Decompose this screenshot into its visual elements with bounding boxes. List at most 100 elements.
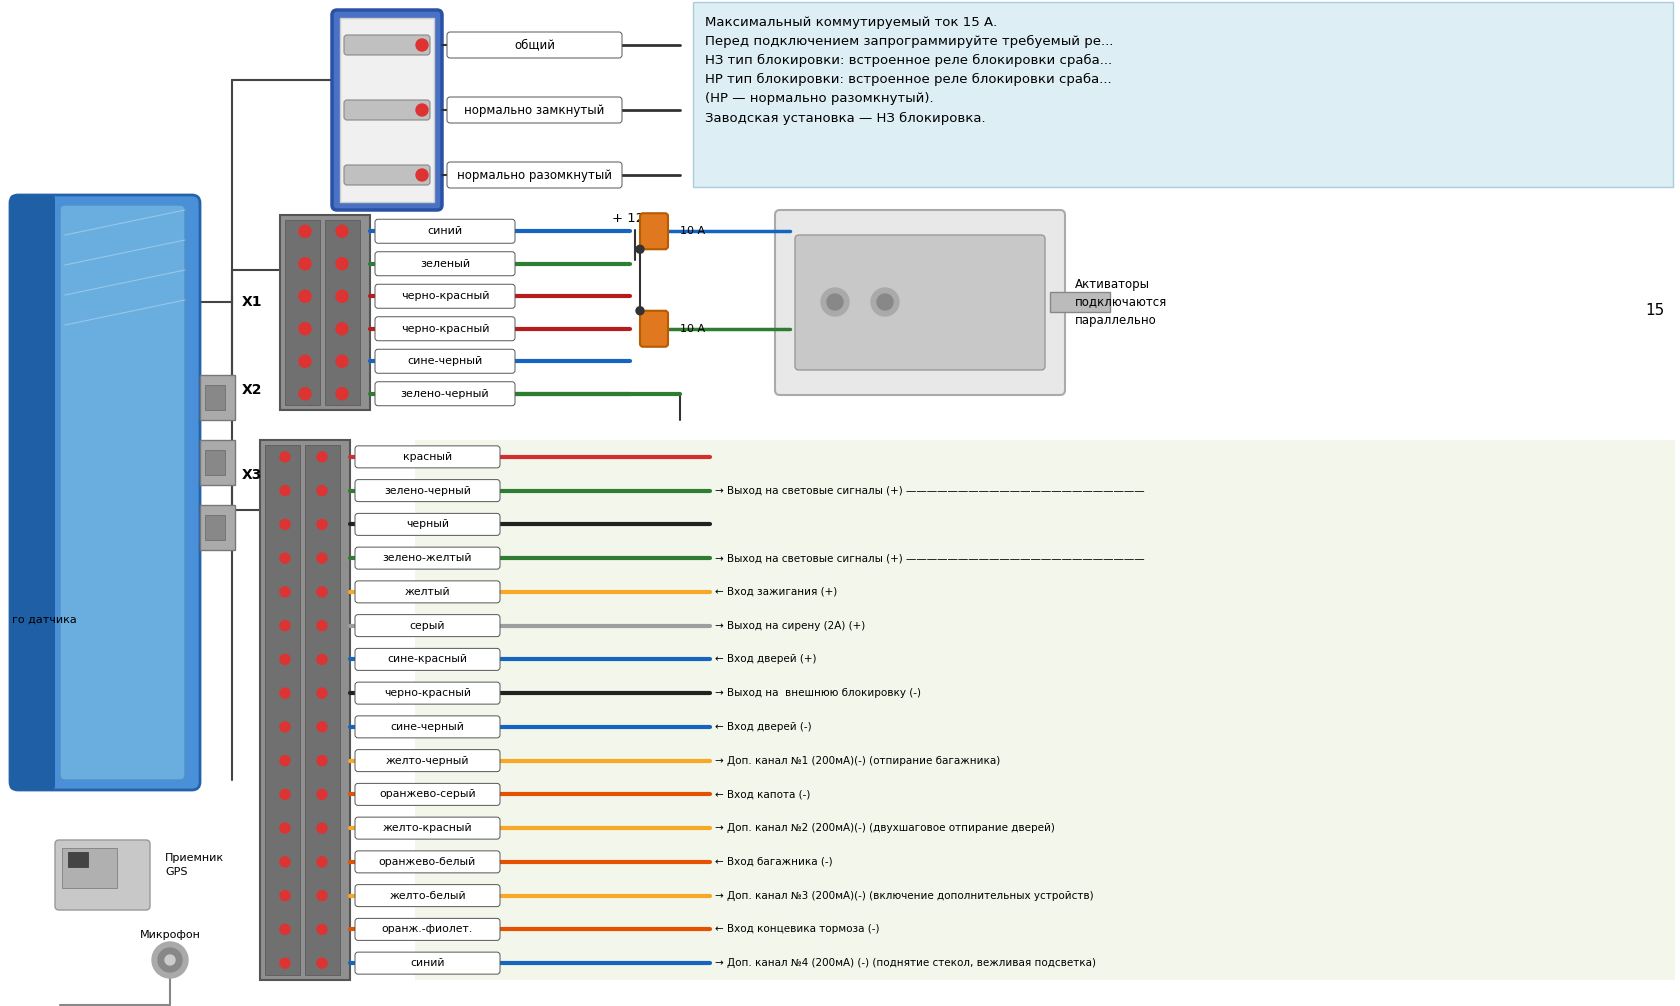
Text: синий: синий [427,226,462,236]
Text: 10 А: 10 А [680,226,704,236]
Text: зелено-желтый: зелено-желтый [383,553,472,563]
Circle shape [281,452,291,462]
Circle shape [336,225,348,237]
Text: оранжево-белый: оранжево-белый [378,857,475,867]
Circle shape [281,688,291,698]
FancyBboxPatch shape [354,784,499,806]
FancyBboxPatch shape [354,851,499,873]
FancyBboxPatch shape [375,219,514,243]
Circle shape [281,553,291,563]
Circle shape [299,355,311,367]
Text: X2: X2 [242,383,262,397]
FancyBboxPatch shape [375,252,514,276]
FancyBboxPatch shape [344,35,430,55]
Circle shape [336,258,348,270]
FancyBboxPatch shape [354,480,499,502]
Text: зеленый: зеленый [420,259,470,269]
Text: → Выход на световые сигналы (+) ———————————————————————: → Выход на световые сигналы (+) ————————… [714,553,1144,563]
Text: → Доп. канал №4 (200мА) (-) (поднятие стекол, вежливая подсветка): → Доп. канал №4 (200мА) (-) (поднятие ст… [714,958,1095,968]
Text: желто-белый: желто-белый [390,890,465,900]
FancyBboxPatch shape [344,165,430,185]
Circle shape [415,104,428,116]
Circle shape [827,294,842,310]
FancyBboxPatch shape [286,220,319,405]
FancyBboxPatch shape [640,311,667,347]
Text: X3: X3 [242,468,262,482]
FancyBboxPatch shape [354,682,499,704]
FancyBboxPatch shape [324,220,360,405]
FancyBboxPatch shape [10,195,200,790]
FancyBboxPatch shape [375,317,514,341]
Circle shape [281,586,291,597]
Circle shape [281,790,291,800]
Text: ← Вход дверей (+): ← Вход дверей (+) [714,654,816,664]
Circle shape [165,955,175,965]
FancyBboxPatch shape [640,213,667,249]
FancyBboxPatch shape [375,285,514,308]
FancyBboxPatch shape [205,515,225,540]
FancyBboxPatch shape [205,385,225,410]
FancyBboxPatch shape [354,918,499,941]
Text: 10 А: 10 А [680,324,704,334]
FancyBboxPatch shape [304,445,339,975]
FancyBboxPatch shape [354,446,499,468]
Circle shape [281,756,291,766]
FancyBboxPatch shape [354,547,499,569]
Circle shape [336,387,348,399]
FancyBboxPatch shape [62,848,118,888]
Circle shape [318,925,328,935]
Circle shape [281,890,291,900]
Text: ← Вход багажника (-): ← Вход багажника (-) [714,857,832,867]
Text: нормально замкнутый: нормально замкнутый [464,104,605,117]
Text: → Доп. канал №1 (200мА)(-) (отпирание багажника): → Доп. канал №1 (200мА)(-) (отпирание ба… [714,756,1000,766]
Circle shape [415,39,428,51]
Circle shape [877,294,892,310]
Circle shape [281,519,291,529]
Circle shape [281,925,291,935]
FancyBboxPatch shape [333,10,442,210]
Circle shape [158,948,181,972]
FancyBboxPatch shape [375,381,514,405]
Text: Максимальный коммутируемый ток 15 А.
Перед подключением запрограммируйте требуем: Максимальный коммутируемый ток 15 А. Пер… [704,16,1112,125]
Circle shape [281,486,291,496]
Circle shape [820,288,848,316]
Text: нормально разомкнутый: нормально разомкнутый [457,168,612,181]
FancyBboxPatch shape [354,615,499,637]
Text: черно-красный: черно-красный [383,688,470,698]
FancyBboxPatch shape [354,513,499,535]
Circle shape [318,857,328,867]
Circle shape [281,958,291,968]
FancyBboxPatch shape [260,440,349,980]
Text: ← Вход дверей (-): ← Вход дверей (-) [714,722,811,732]
Text: ← Вход концевика тормоза (-): ← Вход концевика тормоза (-) [714,925,879,935]
Text: → Выход на  внешнюю блокировку (-): → Выход на внешнюю блокировку (-) [714,688,921,698]
Text: → Доп. канал №3 (200мА)(-) (включение дополнительных устройств): → Доп. канал №3 (200мА)(-) (включение до… [714,890,1094,900]
Text: ← Вход капота (-): ← Вход капота (-) [714,790,810,800]
Text: оранж.-фиолет.: оранж.-фиолет. [381,925,472,935]
Circle shape [635,245,643,254]
Text: сине-красный: сине-красный [388,654,467,664]
Circle shape [336,323,348,335]
Text: желтый: желтый [405,586,450,597]
Circle shape [318,958,328,968]
Text: → Доп. канал №2 (200мА)(-) (двухшаговое отпирание дверей): → Доп. канал №2 (200мА)(-) (двухшаговое … [714,823,1055,833]
Circle shape [299,225,311,237]
Circle shape [281,722,291,732]
Text: оранжево-серый: оранжево-серый [380,790,475,800]
FancyBboxPatch shape [354,580,499,603]
Circle shape [318,586,328,597]
FancyBboxPatch shape [447,32,622,58]
Text: ← Вход зажигания (+): ← Вход зажигания (+) [714,586,837,597]
FancyBboxPatch shape [415,440,1673,980]
Circle shape [318,823,328,833]
Text: го датчика: го датчика [12,615,77,625]
FancyBboxPatch shape [354,749,499,772]
FancyBboxPatch shape [281,215,370,410]
FancyBboxPatch shape [339,18,433,202]
Text: X1: X1 [242,295,262,309]
Circle shape [318,486,328,496]
Text: Микрофон: Микрофон [139,930,200,940]
Text: красный: красный [403,452,452,462]
Circle shape [318,890,328,900]
Text: 15: 15 [1645,303,1663,318]
